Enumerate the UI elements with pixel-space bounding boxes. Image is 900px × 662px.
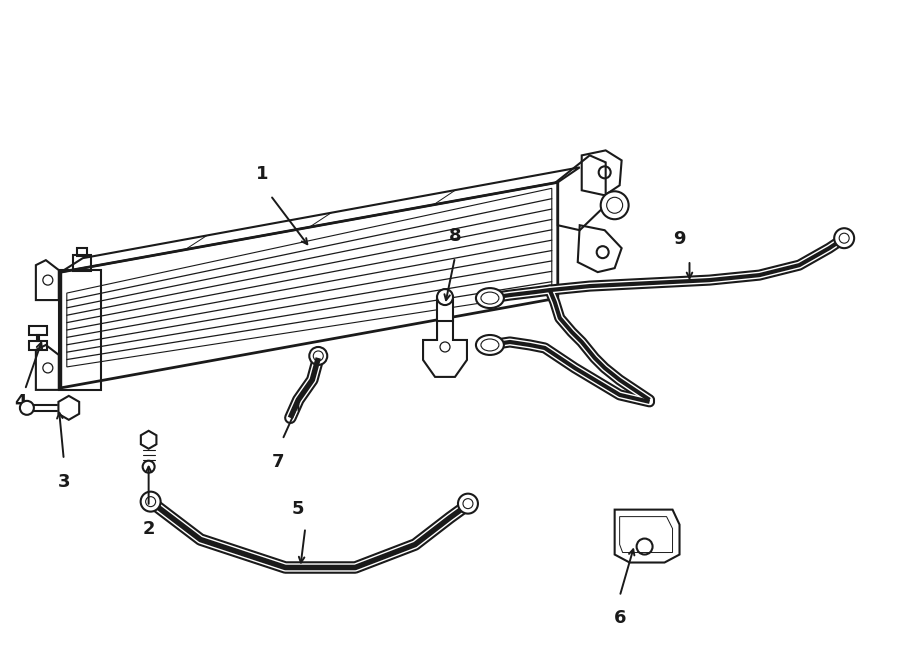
Text: 7: 7 bbox=[272, 453, 284, 471]
Text: 2: 2 bbox=[142, 520, 155, 538]
Circle shape bbox=[142, 461, 155, 473]
Circle shape bbox=[834, 228, 854, 248]
Text: 6: 6 bbox=[614, 610, 626, 628]
Text: 5: 5 bbox=[292, 500, 304, 518]
Text: 1: 1 bbox=[256, 166, 268, 183]
Circle shape bbox=[20, 401, 34, 415]
Bar bbox=[73, 255, 91, 271]
Polygon shape bbox=[615, 510, 680, 563]
Ellipse shape bbox=[476, 335, 504, 355]
Bar bbox=[76, 248, 86, 256]
Circle shape bbox=[310, 347, 328, 365]
Text: 8: 8 bbox=[449, 227, 462, 245]
Text: 3: 3 bbox=[58, 473, 70, 491]
Polygon shape bbox=[423, 320, 467, 377]
Text: 4: 4 bbox=[14, 393, 27, 411]
Circle shape bbox=[437, 289, 453, 305]
Polygon shape bbox=[141, 431, 157, 449]
Text: 9: 9 bbox=[673, 230, 686, 248]
Circle shape bbox=[140, 492, 160, 512]
Bar bbox=[437, 297, 453, 321]
Polygon shape bbox=[58, 396, 79, 420]
Circle shape bbox=[600, 191, 628, 219]
Ellipse shape bbox=[476, 288, 504, 308]
Circle shape bbox=[458, 494, 478, 514]
